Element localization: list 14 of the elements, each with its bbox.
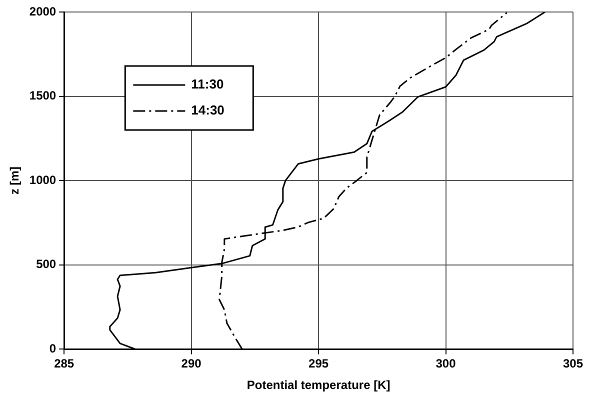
x-tick-label: 305 — [562, 356, 584, 371]
x-tick-label: 300 — [436, 356, 456, 371]
y-tick-label: 2000 — [29, 4, 56, 18]
x-tick-label: 290 — [181, 356, 202, 371]
y-tick-label: 1000 — [29, 172, 56, 187]
y-tick-label: 0 — [49, 342, 56, 356]
x-tick-label: 295 — [308, 356, 329, 371]
y-axis-title: z [m] — [8, 166, 22, 195]
legend-label: 14:30 — [191, 102, 224, 118]
x-tick-label: 285 — [54, 356, 74, 371]
y-tick-label: 1500 — [29, 88, 56, 103]
x-axis-title: Potential temperature [K] — [246, 378, 390, 392]
y-tick-label: 500 — [36, 257, 56, 272]
legend-label: 11:30 — [191, 76, 224, 92]
